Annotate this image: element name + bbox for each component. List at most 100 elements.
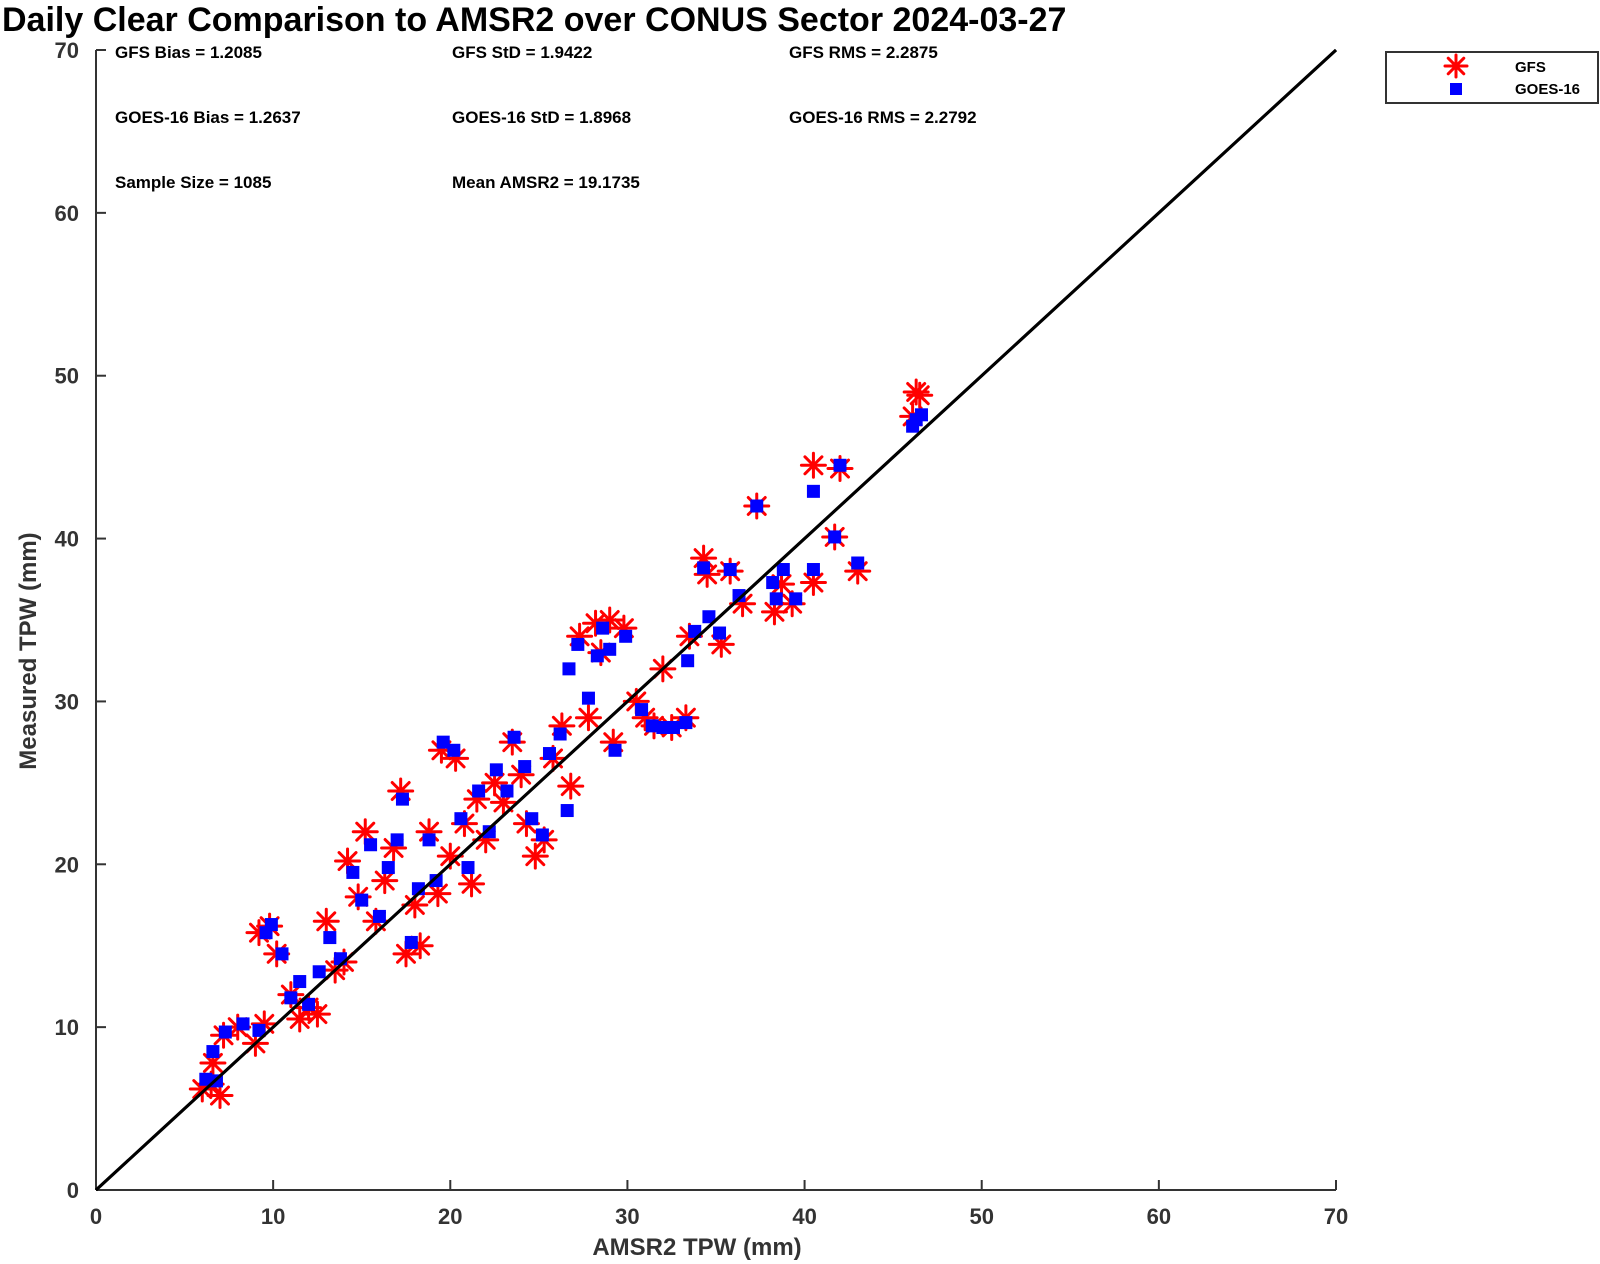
x-axis-label: AMSR2 TPW (mm) xyxy=(592,1234,801,1261)
goes16-point xyxy=(293,975,307,989)
goes16-point xyxy=(472,784,486,798)
legend-goes16-marker xyxy=(1450,83,1462,95)
goes16-point xyxy=(447,743,461,757)
goes16-point xyxy=(681,654,695,668)
goes16-point xyxy=(590,649,604,663)
y-tick-label: 0 xyxy=(67,1178,79,1203)
legend-gfs-label: GFS xyxy=(1515,59,1546,76)
x-tick-label: 70 xyxy=(1324,1204,1348,1229)
goes16-point xyxy=(806,484,820,498)
goes16-point xyxy=(828,530,842,544)
goes16-point xyxy=(252,1023,266,1037)
y-tick-label: 40 xyxy=(55,527,79,552)
goes16-point xyxy=(645,719,659,733)
goes16-point xyxy=(635,703,649,717)
y-tick-label: 50 xyxy=(55,364,79,389)
goes16-point xyxy=(697,561,711,575)
x-tick-label: 0 xyxy=(90,1204,102,1229)
x-tick-label: 10 xyxy=(261,1204,285,1229)
series-goes16 xyxy=(199,408,928,1088)
goes16-point xyxy=(218,1025,232,1039)
goes16-point xyxy=(608,743,622,757)
goes16-point xyxy=(302,997,316,1011)
goes16-point xyxy=(619,629,633,643)
stat-annotation: GOES-16 RMS = 2.2792 xyxy=(789,108,977,127)
goes16-point xyxy=(395,792,409,806)
y-tick-label: 20 xyxy=(55,852,79,877)
goes16-point xyxy=(525,812,539,826)
goes16-point xyxy=(776,563,790,577)
legend-box xyxy=(1385,51,1599,104)
goes16-point xyxy=(275,947,289,961)
gfs-point xyxy=(574,704,602,732)
stat-annotation: GFS RMS = 2.2875 xyxy=(789,43,938,62)
goes16-point xyxy=(732,589,746,603)
gfs-point xyxy=(371,867,399,895)
goes16-point xyxy=(560,804,574,818)
goes16-point xyxy=(833,458,847,472)
goes16-point xyxy=(507,730,521,744)
goes16-point xyxy=(346,865,360,879)
goes16-point xyxy=(429,874,443,888)
goes16-point xyxy=(436,735,450,749)
goes16-point xyxy=(461,861,475,875)
gfs-point xyxy=(799,451,827,479)
goes16-point xyxy=(666,720,680,734)
goes16-point xyxy=(422,833,436,847)
gfs-point xyxy=(312,907,340,935)
goes16-point xyxy=(390,833,404,847)
goes16-point xyxy=(713,626,727,640)
stat-annotation: GFS StD = 1.9422 xyxy=(452,43,592,62)
goes16-point xyxy=(364,838,378,852)
stat-annotation: Sample Size = 1085 xyxy=(115,173,271,192)
y-tick-label: 10 xyxy=(55,1015,79,1040)
y-tick-label: 30 xyxy=(55,689,79,714)
gfs-point xyxy=(906,381,934,409)
goes16-point xyxy=(199,1072,213,1086)
goes16-point xyxy=(603,642,617,656)
gfs-point xyxy=(458,870,486,898)
stat-annotation: GOES-16 StD = 1.8968 xyxy=(452,108,631,127)
goes16-point xyxy=(535,828,549,842)
y-axis-label: Measured TPW (mm) xyxy=(15,532,42,769)
goes16-point xyxy=(372,909,386,923)
plot-area: 0 10 20 30 40 50 60 70 0 10 20 30 40 50 60 70 xyxy=(55,38,1349,1229)
goes16-point xyxy=(679,716,693,730)
x-tick-label: 40 xyxy=(792,1204,816,1229)
goes16-point xyxy=(404,935,418,949)
one-to-one-line-overlay xyxy=(94,48,1338,1192)
goes16-point xyxy=(381,861,395,875)
goes16-point xyxy=(518,760,532,774)
goes16-point xyxy=(750,499,764,513)
goes16-point xyxy=(355,893,369,907)
goes16-point xyxy=(236,1017,250,1031)
goes16-point xyxy=(596,621,610,635)
goes16-point xyxy=(264,918,278,932)
goes16-point xyxy=(454,812,468,826)
goes16-point xyxy=(482,825,496,839)
stat-annotation: Mean AMSR2 = 19.1735 xyxy=(452,173,640,192)
x-tick-label: 30 xyxy=(615,1204,639,1229)
goes16-point xyxy=(312,965,326,979)
goes16-point xyxy=(702,610,716,624)
goes16-point xyxy=(723,563,737,577)
gfs-point xyxy=(206,1082,234,1110)
goes16-point xyxy=(553,727,567,741)
goes16-point xyxy=(500,784,514,798)
legend: GFS GOES-16 xyxy=(1385,51,1599,104)
goes16-point xyxy=(571,637,585,651)
stat-annotation: GOES-16 Bias = 1.2637 xyxy=(115,108,301,127)
y-tick-label: 70 xyxy=(55,38,79,63)
x-tick-label: 50 xyxy=(969,1204,993,1229)
chart-title: Daily Clear Comparison to AMSR2 over CON… xyxy=(2,1,1066,39)
y-tick-label: 60 xyxy=(55,201,79,226)
goes16-point xyxy=(766,576,780,590)
goes16-point xyxy=(656,720,670,734)
stat-annotation: GFS Bias = 1.2085 xyxy=(115,43,262,62)
gfs-point xyxy=(521,842,549,870)
goes16-point xyxy=(851,556,865,570)
x-tick-label: 60 xyxy=(1147,1204,1171,1229)
series-gfs xyxy=(188,378,934,1110)
x-tick-label: 20 xyxy=(438,1204,462,1229)
